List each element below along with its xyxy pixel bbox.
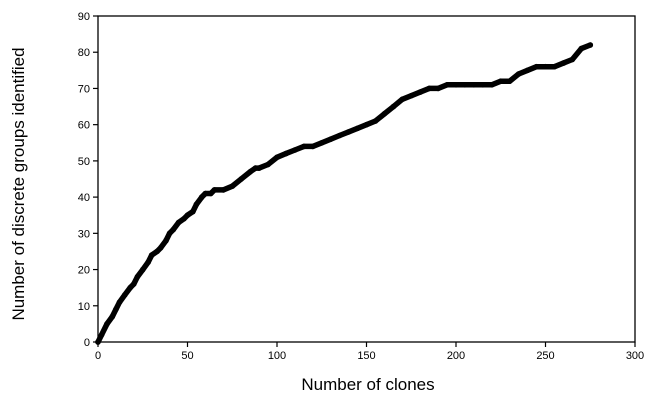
y-tick-label: 60: [78, 120, 90, 132]
y-tick-label: 70: [78, 83, 90, 95]
data-point: [256, 165, 262, 171]
data-point: [399, 96, 406, 103]
data-point: [435, 85, 441, 92]
data-point: [170, 226, 176, 233]
data-point: [163, 237, 169, 244]
series-line: [95, 42, 594, 345]
data-point: [238, 176, 244, 182]
y-axis-title: Number of discrete groups identified: [9, 47, 28, 320]
x-tick-label: 0: [95, 350, 101, 362]
data-point: [134, 274, 141, 280]
data-point: [166, 230, 173, 237]
data-point: [283, 150, 289, 157]
data-point: [193, 201, 200, 208]
data-point: [417, 89, 424, 95]
data-point: [148, 252, 155, 258]
y-tick-label: 50: [78, 156, 90, 168]
data-point: [506, 78, 513, 84]
y-tick-label: 30: [78, 228, 90, 240]
data-point: [444, 82, 450, 88]
data-point: [354, 125, 361, 132]
data-point: [345, 129, 352, 135]
data-point: [274, 154, 280, 161]
data-point: [426, 85, 433, 92]
data-point: [336, 132, 343, 139]
data-point: [560, 60, 567, 66]
y-axis-ticks: 0 10 20 30 40 50 60 70 80 90: [78, 11, 98, 349]
x-tick-label: 250: [536, 350, 554, 362]
data-point: [247, 169, 253, 175]
data-point: [542, 63, 549, 70]
data-point: [202, 190, 209, 197]
data-point: [175, 219, 182, 226]
data-point: [408, 92, 415, 99]
y-tick-label: 40: [78, 192, 90, 204]
data-point: [489, 82, 495, 88]
data-point: [453, 82, 459, 88]
data-point: [109, 313, 116, 320]
data-point: [471, 82, 477, 88]
data-point: [533, 63, 540, 70]
data-point: [363, 121, 370, 128]
y-tick-label: 0: [84, 337, 90, 349]
data-point: [327, 136, 334, 142]
data-point: [524, 67, 531, 74]
data-point: [199, 194, 205, 200]
data-point: [462, 82, 468, 88]
data-point: [578, 45, 585, 52]
data-point: [127, 284, 133, 291]
data-point: [569, 56, 576, 63]
series-layer: [95, 42, 594, 345]
data-point: [292, 147, 298, 153]
data-point: [587, 42, 594, 48]
data-point: [116, 299, 123, 306]
data-point: [265, 161, 271, 168]
x-tick-label: 300: [626, 350, 644, 362]
y-tick-label: 90: [78, 11, 90, 23]
data-point: [390, 103, 397, 110]
data-point: [184, 212, 191, 218]
data-point: [480, 82, 486, 88]
data-point: [104, 321, 110, 327]
data-point: [372, 118, 379, 124]
data-point: [381, 111, 388, 117]
x-tick-label: 150: [357, 350, 375, 362]
data-point: [157, 245, 164, 251]
y-tick-label: 80: [78, 47, 90, 59]
data-point: [229, 183, 236, 189]
data-point: [310, 143, 316, 150]
data-point: [122, 292, 128, 298]
data-point: [140, 266, 146, 273]
data-point: [498, 78, 504, 84]
data-point: [319, 140, 325, 146]
data-point: [113, 306, 119, 313]
data-point: [145, 259, 151, 266]
x-axis-title: Number of clones: [301, 375, 434, 394]
data-point: [515, 71, 522, 77]
data-point: [551, 63, 558, 70]
data-point: [301, 143, 307, 150]
x-tick-label: 200: [447, 350, 465, 362]
data-point: [211, 187, 218, 193]
x-tick-label: 50: [181, 350, 193, 362]
data-point: [131, 281, 137, 287]
data-point: [154, 248, 160, 255]
data-point: [95, 339, 101, 345]
data-point: [190, 208, 196, 215]
data-point: [208, 190, 214, 197]
data-point: [181, 216, 187, 222]
data-point: [220, 187, 227, 193]
x-tick-label: 100: [268, 350, 286, 362]
y-tick-label: 20: [78, 265, 90, 277]
data-point: [98, 332, 105, 338]
x-axis-ticks: 0 50 100 150 200 250 300: [95, 342, 644, 362]
y-tick-label: 10: [78, 301, 90, 313]
